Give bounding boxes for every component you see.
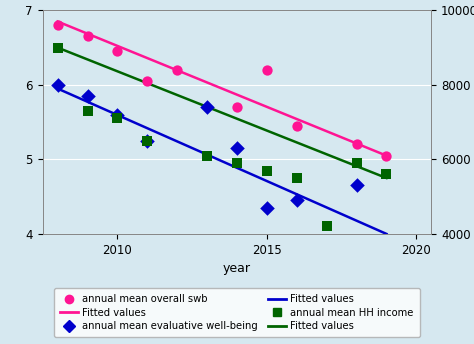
Legend: annual mean overall swb, Fitted values, annual mean evaluative well-being, Fitte: annual mean overall swb, Fitted values, …: [55, 288, 419, 337]
Point: [203, 105, 211, 110]
Point: [293, 175, 301, 181]
Point: [323, 224, 330, 229]
Point: [144, 78, 151, 84]
Point: [144, 138, 151, 143]
Point: [293, 197, 301, 203]
Point: [233, 160, 241, 166]
Point: [383, 250, 390, 255]
Point: [263, 67, 271, 73]
X-axis label: year: year: [223, 262, 251, 275]
Point: [263, 168, 271, 173]
Point: [84, 34, 91, 39]
Point: [353, 142, 360, 147]
Point: [383, 172, 390, 177]
Point: [54, 45, 62, 50]
Point: [84, 108, 91, 114]
Point: [114, 112, 121, 117]
Point: [84, 93, 91, 99]
Point: [173, 67, 181, 73]
Point: [144, 138, 151, 143]
Point: [353, 183, 360, 188]
Point: [54, 82, 62, 88]
Point: [263, 205, 271, 211]
Point: [383, 153, 390, 158]
Point: [233, 105, 241, 110]
Point: [54, 22, 62, 28]
Point: [293, 123, 301, 129]
Point: [353, 160, 360, 166]
Point: [233, 146, 241, 151]
Point: [114, 49, 121, 54]
Point: [203, 153, 211, 158]
Point: [114, 116, 121, 121]
